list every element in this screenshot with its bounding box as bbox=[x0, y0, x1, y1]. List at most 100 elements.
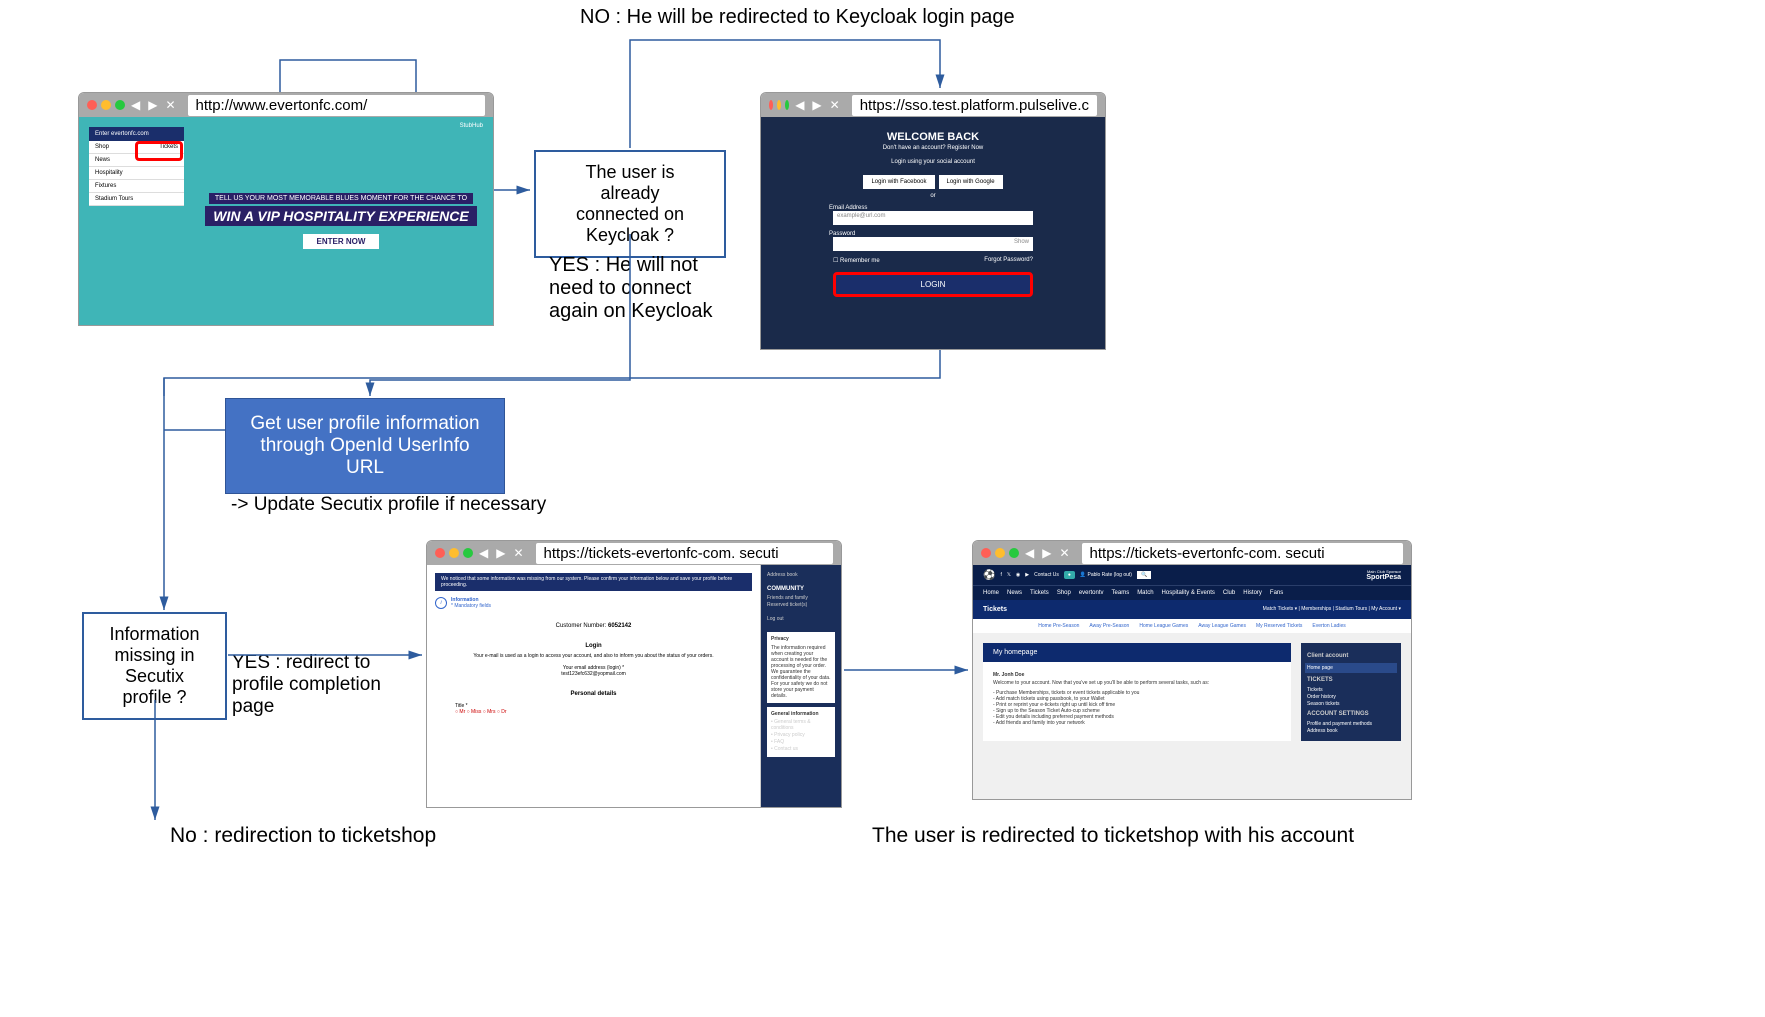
side-item: Season tickets bbox=[1307, 701, 1395, 707]
nav-item: Shop bbox=[1057, 590, 1071, 596]
privacy-text: The information required when creating y… bbox=[771, 645, 831, 699]
remember-me: ☐ Remember me bbox=[833, 257, 880, 264]
google-button: Login with Google bbox=[939, 175, 1003, 189]
bullets-list: - Purchase Memberships, tickets or event… bbox=[993, 690, 1281, 726]
side-logout: Log out bbox=[767, 616, 835, 622]
forward-icon: ▶ bbox=[810, 98, 823, 112]
nav-item: Home bbox=[983, 590, 999, 596]
menu-shop: Shop bbox=[95, 144, 109, 150]
minimize-icon bbox=[101, 100, 111, 110]
login-button: LOGIN bbox=[833, 272, 1033, 297]
profile-sidebar: Address book COMMUNITY Friends and famil… bbox=[761, 565, 841, 807]
side-tix-list: TicketsOrder historySeason tickets bbox=[1307, 687, 1395, 707]
profile-site: We noticed that some information was mis… bbox=[427, 565, 841, 807]
general-item: • Privacy policy bbox=[771, 732, 831, 738]
instagram-icon: ◉ bbox=[1016, 572, 1020, 578]
main-nav: HomeNewsTicketsShopevertontvTeamsMatchHo… bbox=[973, 585, 1411, 600]
crest-icon: ⚽ bbox=[983, 570, 995, 581]
custnum-section: Customer Number: 6052142 bbox=[435, 623, 752, 629]
no-redirect-ticketshop-label: No : redirection to ticketshop bbox=[170, 824, 436, 848]
ticketshop-browser: ◀ ▶ ✕ https://tickets-evertonfc-com. sec… bbox=[972, 540, 1412, 800]
or-label: or bbox=[930, 193, 935, 199]
register-sub: Don't have an account? Register Now bbox=[883, 145, 984, 151]
facebook-button: Login with Facebook bbox=[863, 175, 934, 189]
menu-news: News bbox=[95, 157, 110, 163]
ts-sidebar: Client account Home page TICKETS Tickets… bbox=[1301, 643, 1401, 741]
menu-row: Fixtures bbox=[89, 180, 184, 193]
general-item: • FAQ bbox=[771, 739, 831, 745]
nav-item: Tickets bbox=[1030, 590, 1049, 596]
close-x-icon: ✕ bbox=[511, 546, 525, 560]
email-value: test123efc632@yopmail.com bbox=[435, 671, 752, 677]
subnav-item: My Reserved Tickets bbox=[1256, 623, 1302, 629]
side-addr: Address book bbox=[767, 572, 835, 578]
info-text: Get user profile information through Ope… bbox=[246, 413, 484, 479]
maximize-icon bbox=[463, 548, 473, 558]
everton-banner: TELL US YOUR MOST MEMORABLE BLUES MOMENT… bbox=[199, 127, 483, 315]
side-item: Address book bbox=[1307, 728, 1395, 734]
custnum-label: Customer Number: bbox=[556, 623, 607, 629]
back-icon: ◀ bbox=[129, 98, 142, 112]
no-redirect-label: NO : He will be redirected to Keycloak l… bbox=[580, 6, 1015, 29]
subnav-item: Away League Games bbox=[1198, 623, 1246, 629]
maximize-icon bbox=[785, 100, 789, 110]
sponsor-name: SportPesa bbox=[1366, 574, 1401, 581]
nav-item: evertontv bbox=[1079, 590, 1104, 596]
forward-icon: ▶ bbox=[1040, 546, 1053, 560]
tickets-highlight bbox=[135, 141, 183, 161]
social-icons: ⚽ f 𝕏 ◉ ▶ Contact Us ● 👤 Pablo Rate (log… bbox=[983, 570, 1151, 581]
nav-item: Hospitality & Events bbox=[1162, 590, 1215, 596]
privacy-heading: Privacy bbox=[771, 636, 789, 642]
personal-section: Personal details Title * ○ Mr ○ Miss ○ M… bbox=[435, 691, 752, 715]
browser-bar: ◀ ▶ ✕ https://tickets-evertonfc-com. sec… bbox=[973, 541, 1411, 565]
general-item: • General terms & conditions bbox=[771, 719, 831, 731]
general-list: • General terms & conditions• Privacy po… bbox=[771, 719, 831, 752]
enter-button: ENTER NOW bbox=[303, 234, 380, 249]
remember-label: Remember me bbox=[840, 258, 880, 264]
menu-hospitality: Hospitality bbox=[95, 170, 123, 176]
personal-heading: Personal details bbox=[570, 691, 616, 697]
openid-info-box: Get user profile information through Ope… bbox=[225, 398, 505, 494]
menu-row: Stadium Tours bbox=[89, 193, 184, 206]
menu-fixtures: Fixtures bbox=[95, 183, 116, 189]
tickets-subnav-right: Match Tickets ▾ | Memberships | Stadium … bbox=[1263, 606, 1401, 613]
keycloak-browser: ◀ ▶ ✕ https://sso.test.platform.pulseliv… bbox=[760, 92, 1106, 350]
twitter-icon: 𝕏 bbox=[1007, 572, 1011, 578]
login-heading: Login bbox=[585, 643, 601, 649]
back-icon: ◀ bbox=[477, 546, 490, 560]
privacy-box: Privacy The information required when cr… bbox=[767, 632, 835, 703]
side-res: Reserved ticket(s) bbox=[767, 602, 835, 608]
everton-site: StubHub Enter evertonfc.com ShopTickets … bbox=[79, 117, 493, 325]
bullet-item: - Add friends and family into your netwo… bbox=[993, 720, 1281, 726]
mandatory-label: * Mandatory fields bbox=[451, 603, 491, 609]
browser-bar: ◀ ▶ ✕ https://tickets-evertonfc-com. sec… bbox=[427, 541, 841, 565]
side-client: Client account bbox=[1307, 653, 1395, 659]
ts-body: Mr. Jonh Doe Welcome to your account. No… bbox=[983, 662, 1291, 736]
close-x-icon: ✕ bbox=[1057, 546, 1071, 560]
side-community: COMMUNITY bbox=[767, 586, 835, 592]
minimize-icon bbox=[995, 548, 1005, 558]
forward-icon: ▶ bbox=[494, 546, 507, 560]
user-name-top: Pablo Rate (log out) bbox=[1088, 572, 1132, 578]
close-x-icon: ✕ bbox=[828, 98, 842, 112]
final-caption: The user is redirected to ticketshop wit… bbox=[872, 824, 1354, 848]
general-item: • Contact us bbox=[771, 746, 831, 752]
keycloak-site: WELCOME BACK Don't have an account? Regi… bbox=[761, 117, 1105, 349]
nav-item: Fans bbox=[1270, 590, 1283, 596]
yes-no-connect-label: YES : He will not need to connect again … bbox=[549, 254, 712, 323]
nav-item: News bbox=[1007, 590, 1022, 596]
menu-row: Hospitality bbox=[89, 167, 184, 180]
tickets-subnav: Home Pre-SeasonAway Pre-SeasonHome Leagu… bbox=[973, 619, 1411, 633]
forgot-password: Forgot Password? bbox=[984, 257, 1033, 264]
general-heading: General information bbox=[771, 711, 819, 717]
url-bar: https://tickets-evertonfc-com. secuti bbox=[536, 543, 833, 564]
email-input: example@url.com bbox=[833, 211, 1033, 225]
side-sec-1: Address book COMMUNITY Friends and famil… bbox=[767, 572, 835, 622]
banner-subtitle: TELL US YOUR MOST MEMORABLE BLUES MOMENT… bbox=[209, 193, 473, 204]
url-bar: http://www.evertonfc.com/ bbox=[188, 95, 485, 116]
login-section: Login Your e-mail is used as a login to … bbox=[435, 643, 752, 677]
browser-bar: ◀ ▶ ✕ https://sso.test.platform.pulseliv… bbox=[761, 93, 1105, 117]
badge-icon: ● bbox=[1064, 571, 1075, 579]
social-buttons: Login with Facebook Login with Google bbox=[863, 175, 1002, 189]
contact-label: Contact Us bbox=[1034, 572, 1059, 578]
